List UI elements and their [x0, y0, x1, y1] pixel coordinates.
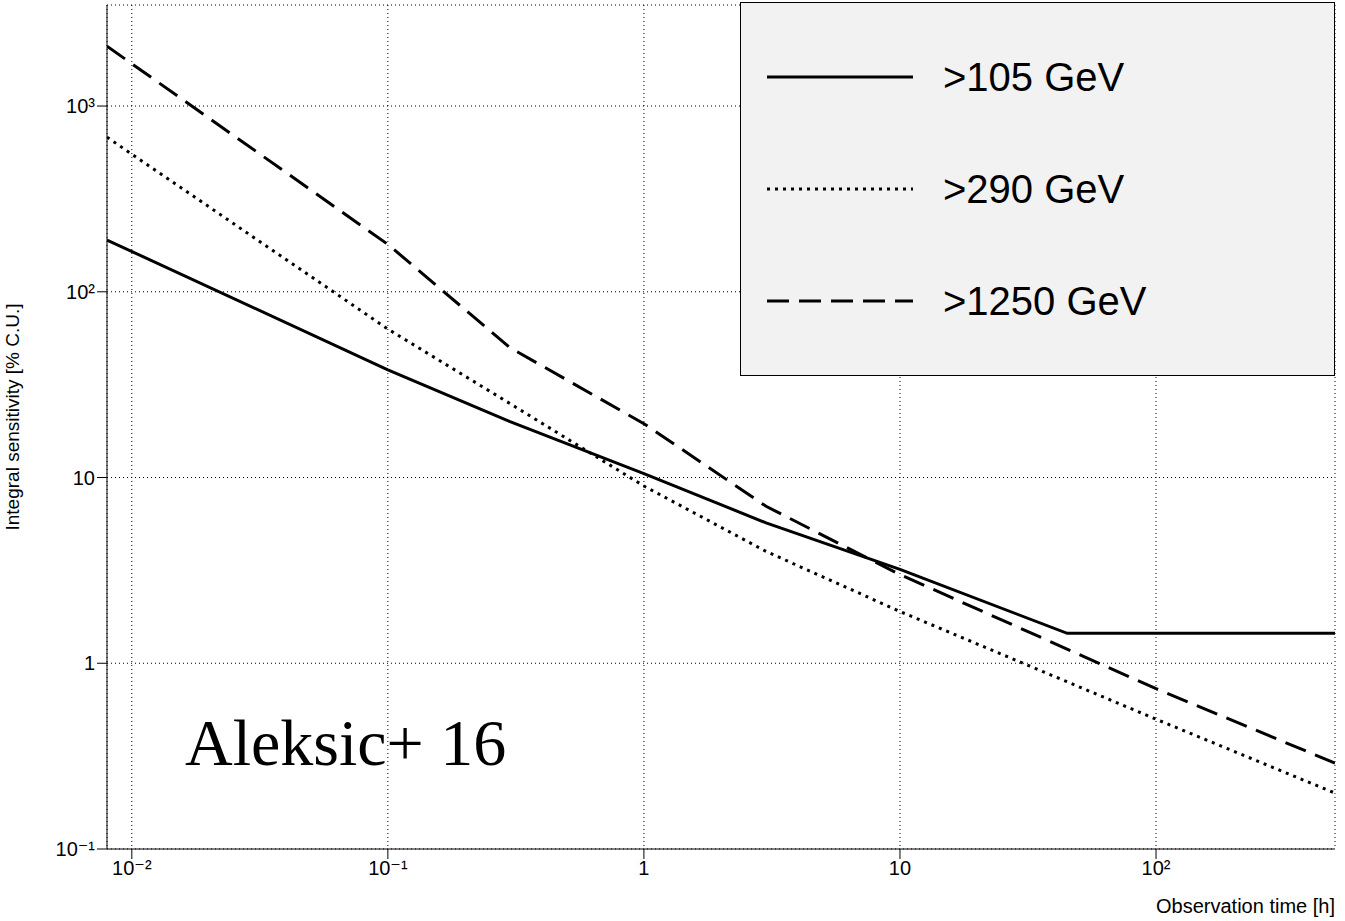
svg-text:Observation time [h]: Observation time [h]: [1156, 895, 1335, 917]
svg-text:10⁻¹: 10⁻¹: [368, 857, 408, 879]
html-text:>1250 GeV: >1250 GeV: [943, 278, 1147, 323]
svg-text:1: 1: [638, 857, 649, 879]
svg-text:Integral sensitivity [% C.U.]: Integral sensitivity [% C.U.]: [2, 303, 23, 530]
svg-text:1: 1: [84, 652, 95, 674]
svg-text:10²: 10²: [66, 281, 95, 303]
html-text:>105 GeV: >105 GeV: [943, 54, 1125, 99]
html-text:Aleksic+ 16: Aleksic+ 16: [185, 706, 507, 779]
svg-text:10: 10: [73, 467, 95, 489]
html-text:>290 GeV: >290 GeV: [943, 166, 1125, 211]
svg-text:10⁻¹: 10⁻¹: [56, 838, 96, 860]
svg-text:10³: 10³: [66, 95, 95, 117]
svg-text:10⁻²: 10⁻²: [112, 857, 152, 879]
svg-text:10²: 10²: [1142, 857, 1171, 879]
svg-text:10: 10: [889, 857, 911, 879]
